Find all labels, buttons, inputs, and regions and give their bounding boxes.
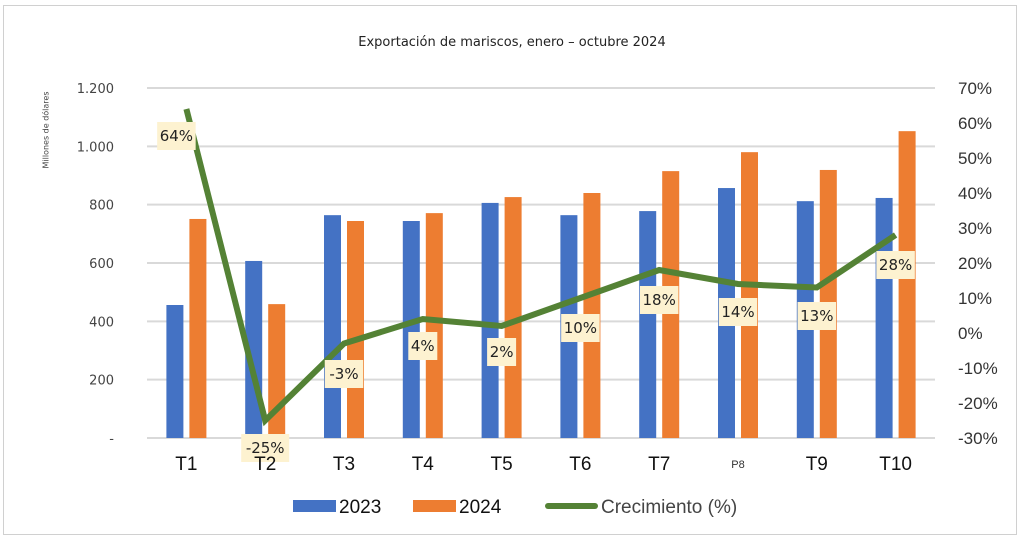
data-labels: 64% -25% -3% 4% 2% 10% 18% 14% 13% 28% [157, 122, 915, 462]
x-tick-label: P8 [731, 459, 744, 471]
bar-2024-T5 [504, 197, 522, 438]
bar-2023-T4 [402, 221, 420, 438]
growth-line-path [183, 108, 898, 427]
data-label-bg [561, 314, 600, 342]
y-tick-label: 600 [89, 257, 114, 272]
legend-swatch-2024 [413, 500, 456, 512]
data-label: -25% [246, 439, 285, 457]
data-label: 64% [160, 127, 193, 145]
y2-tick-label: 70% [958, 79, 992, 98]
bar-2023-T1 [166, 305, 184, 438]
x-tick-label: T3 [333, 454, 355, 475]
data-label-bg [241, 434, 290, 462]
data-label: 28% [879, 256, 912, 274]
data-label: 18% [643, 291, 676, 309]
growth-line [183, 108, 898, 427]
y2-tick-label: -20% [958, 394, 998, 413]
data-label-bg [718, 298, 758, 326]
y2-tick-label: 10% [958, 289, 992, 308]
bar-2023-T10 [875, 197, 893, 438]
data-label-bg [324, 360, 364, 388]
data-label-bg [157, 122, 196, 150]
y2-tick-label: 30% [958, 219, 992, 238]
bar-2024-T3 [347, 221, 364, 438]
x-tick-label: T7 [648, 454, 670, 475]
x-tick-label: T6 [569, 454, 591, 475]
bar-2024-P8 [741, 152, 758, 438]
y-tick-label: 1.000 [77, 140, 114, 155]
bar-2023-T7 [639, 211, 657, 438]
y-tick-label: 1.200 [77, 82, 114, 97]
data-label: 10% [564, 319, 597, 337]
y-axis-left-ticks: - 200 400 600 800 1.000 1.200 [77, 82, 115, 447]
y2-tick-label: -30% [958, 429, 998, 448]
y2-tick-label: 20% [958, 254, 992, 273]
bar-2024-T10 [898, 131, 916, 438]
x-tick-label: T10 [879, 454, 912, 475]
y-tick-label: 200 [89, 374, 114, 389]
y2-tick-label: 0% [958, 324, 983, 343]
data-label: 2% [490, 343, 514, 361]
data-label-bg [408, 332, 438, 360]
legend-label: 2024 [459, 497, 502, 518]
bar-2024-T4 [425, 213, 443, 438]
data-label: 14% [721, 303, 754, 321]
data-label-bg [487, 338, 517, 366]
legend-label: 2023 [339, 497, 381, 518]
data-label-bg [876, 251, 915, 279]
data-label-bg [797, 302, 837, 330]
y-axis-right-ticks: -30% -20% -10% 0% 10% 20% 30% 40% 50% 60% 70% [958, 79, 998, 448]
y-tick-label: - [109, 432, 114, 447]
data-label: 4% [411, 337, 435, 355]
bar-2023-T3 [324, 215, 341, 438]
x-tick-label: T9 [806, 454, 828, 475]
y2-tick-label: -10% [958, 359, 998, 378]
x-tick-label: T5 [491, 454, 513, 475]
legend-swatch-2023 [293, 500, 336, 512]
x-axis-ticks: T1 T2 T3 T4 T5 T6 T7 P8 T9 T10 [175, 454, 912, 475]
bar-2023-T5 [481, 202, 499, 438]
bar-2024-T1 [189, 218, 207, 438]
y2-tick-label: 40% [958, 184, 992, 203]
data-label-bg [639, 286, 679, 314]
y2-tick-label: 60% [958, 114, 992, 133]
y-tick-label: 400 [89, 315, 114, 330]
data-label: 13% [800, 307, 833, 325]
x-tick-label: T4 [412, 454, 435, 475]
x-tick-label: T2 [254, 454, 276, 475]
legend: 2023 2024 Crecimiento (%) [293, 497, 737, 518]
gridlines [147, 87, 935, 439]
x-tick-label: T1 [175, 454, 197, 475]
legend-label: Crecimiento (%) [601, 497, 737, 518]
y2-tick-label: 50% [958, 149, 992, 168]
data-label: -3% [329, 365, 358, 383]
chart-title: Exportación de mariscos, enero – octubre… [358, 35, 666, 50]
y-tick-label: 800 [89, 199, 114, 214]
